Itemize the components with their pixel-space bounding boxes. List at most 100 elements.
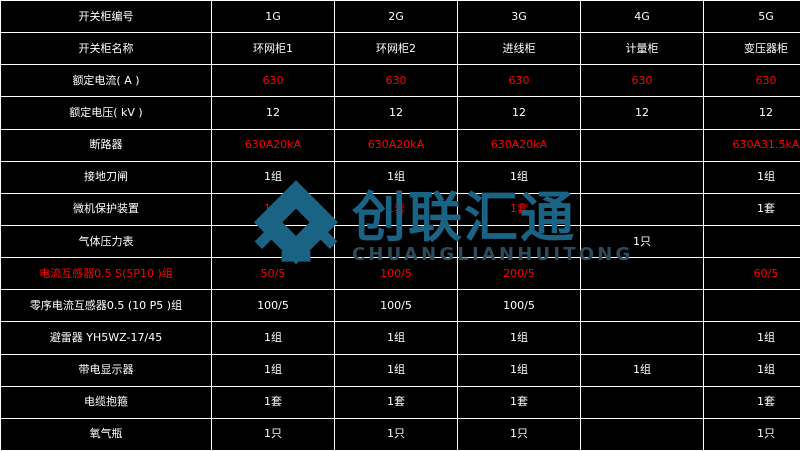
- table-cell: 5G: [704, 1, 800, 33]
- table-cell: 1套: [212, 386, 335, 418]
- table-cell: 630A20kA: [458, 129, 581, 161]
- table-cell: 1组: [335, 161, 458, 193]
- row-label: 电缆抱箍: [1, 386, 212, 418]
- table-cell: 12: [335, 97, 458, 129]
- table-cell: 1组: [458, 161, 581, 193]
- table-cell: 1组: [704, 322, 800, 354]
- table-cell: 1只: [458, 418, 581, 450]
- table-cell: 630: [704, 65, 800, 97]
- row-label: 开关柜名称: [1, 33, 212, 65]
- table-cell: [581, 258, 704, 290]
- table-cell: 1组: [704, 161, 800, 193]
- table-cell: 1套: [704, 386, 800, 418]
- row-label: 带电显示器: [1, 354, 212, 386]
- table-cell: [581, 386, 704, 418]
- table-cell: 100/5: [458, 290, 581, 322]
- table-cell: 1套: [335, 386, 458, 418]
- table-cell: 1组: [704, 354, 800, 386]
- table-cell: 630: [581, 65, 704, 97]
- table-cell: 环网柜2: [335, 33, 458, 65]
- table-cell: 进线柜: [458, 33, 581, 65]
- row-label: 接地刀闸: [1, 161, 212, 193]
- table-cell: 1组: [335, 354, 458, 386]
- table-cell: 630A31.5kA: [704, 129, 800, 161]
- table-cell: 50/5: [212, 258, 335, 290]
- table-cell: 1组: [335, 322, 458, 354]
- table-cell: 12: [212, 97, 335, 129]
- table-cell: 1组: [212, 322, 335, 354]
- row-label: 气体压力表: [1, 225, 212, 257]
- table-cell: [212, 225, 335, 257]
- table-cell: 630: [335, 65, 458, 97]
- row-label: 零序电流互感器0.5 (10 P5 )组: [1, 290, 212, 322]
- table-cell: 12: [581, 97, 704, 129]
- table-cell: 1套: [458, 386, 581, 418]
- table-cell: 1套: [458, 193, 581, 225]
- table-cell: [581, 193, 704, 225]
- table-cell: 1只: [212, 418, 335, 450]
- table-cell: 4G: [581, 1, 704, 33]
- table-cell: 2G: [335, 1, 458, 33]
- table-cell: 12: [704, 97, 800, 129]
- table-cell: [581, 290, 704, 322]
- table-cell: [704, 225, 800, 257]
- row-label: 额定电压( kV ): [1, 97, 212, 129]
- table-cell: 1组: [581, 354, 704, 386]
- table-cell: [458, 225, 581, 257]
- table-cell: 1套: [212, 193, 335, 225]
- table-cell: 1组: [212, 161, 335, 193]
- table-cell: 1套: [335, 193, 458, 225]
- table-cell: 1只: [704, 418, 800, 450]
- row-label: 额定电流( A ): [1, 65, 212, 97]
- table-cell: 630A20kA: [212, 129, 335, 161]
- table-row: 气体压力表 1只: [1, 225, 800, 257]
- row-label: 微机保护装置: [1, 193, 212, 225]
- table-cell: [581, 129, 704, 161]
- table-cell: 1G: [212, 1, 335, 33]
- table-cell: 630: [458, 65, 581, 97]
- table-cell: [704, 290, 800, 322]
- table-cell: 100/5: [335, 290, 458, 322]
- table-cell: 200/5: [458, 258, 581, 290]
- row-label: 电流互感器0.5 S(5P10 )组: [1, 258, 212, 290]
- table-cell: 1套: [704, 193, 800, 225]
- table-cell: 计量柜: [581, 33, 704, 65]
- table-cell: [581, 161, 704, 193]
- table-cell: 12: [458, 97, 581, 129]
- table-cell: [581, 322, 704, 354]
- table-cell: 1只: [581, 225, 704, 257]
- table-cell: 630: [212, 65, 335, 97]
- table-cell: 1只: [335, 418, 458, 450]
- table-cell: 630A20kA: [335, 129, 458, 161]
- table-cell: 3G: [458, 1, 581, 33]
- table-cell: 1组: [212, 354, 335, 386]
- row-label: 避雷器 YH5WZ-17/45: [1, 322, 212, 354]
- table-cell: 1组: [458, 322, 581, 354]
- table-cell: 环网柜1: [212, 33, 335, 65]
- table-cell: [335, 225, 458, 257]
- row-label: 氧气瓶: [1, 418, 212, 450]
- table-cell: 100/5: [212, 290, 335, 322]
- row-label: 断路器: [1, 129, 212, 161]
- table-cell: 60/5: [704, 258, 800, 290]
- table-cell: 变压器柜: [704, 33, 800, 65]
- table-cell: 1组: [458, 354, 581, 386]
- table-cell: [581, 418, 704, 450]
- table-cell: 100/5: [335, 258, 458, 290]
